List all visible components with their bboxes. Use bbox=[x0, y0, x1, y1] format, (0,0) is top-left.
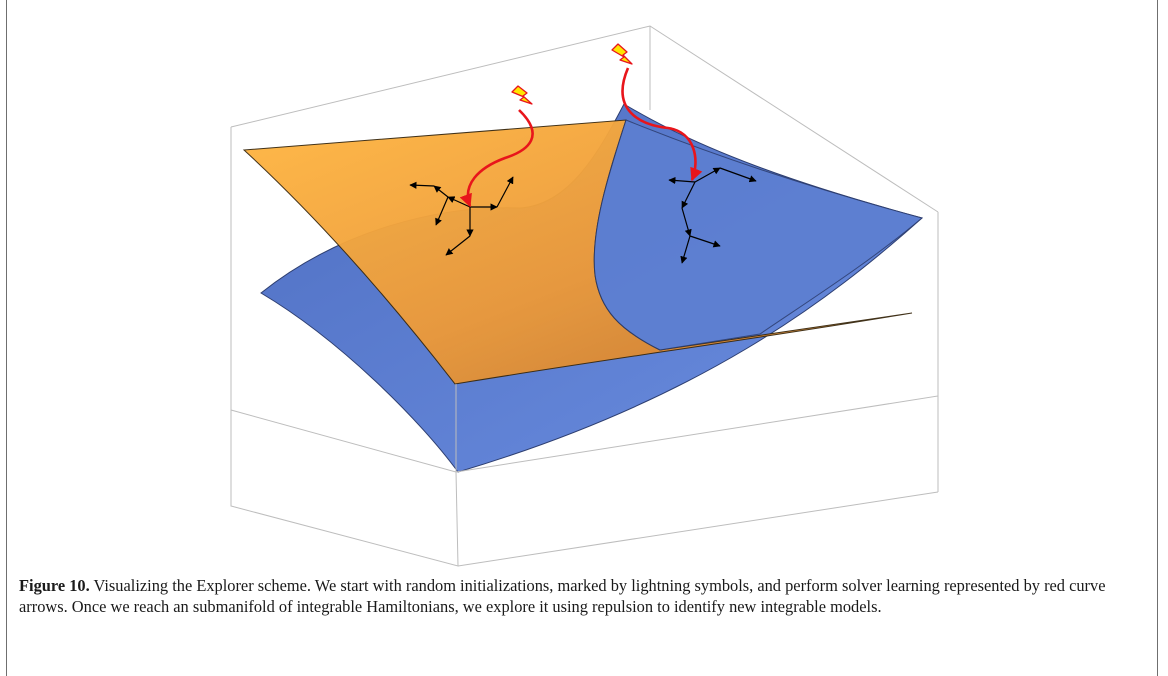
vector-arrow-icon bbox=[681, 207, 692, 237]
lightning-icon bbox=[611, 43, 633, 65]
vector-arrow-icon bbox=[409, 181, 435, 189]
figure-frame bbox=[6, 0, 1158, 676]
bounding-box-front bbox=[230, 212, 939, 567]
bounding-box-back bbox=[230, 25, 939, 410]
caption-label: Figure 10. bbox=[19, 576, 90, 595]
lightning-icon bbox=[511, 85, 533, 105]
vector-arrow-icon bbox=[719, 167, 757, 183]
explorer-scheme-figure bbox=[230, 25, 939, 567]
vector-arrow-icon bbox=[496, 176, 514, 208]
figure-caption: Figure 10. Visualizing the Explorer sche… bbox=[19, 575, 1139, 617]
vector-arrow-icon bbox=[689, 235, 721, 248]
vector-arrow-icon bbox=[435, 196, 449, 226]
curved-arrow-icon bbox=[459, 109, 534, 208]
vector-arrow-icon bbox=[445, 235, 471, 256]
blue-surface-front bbox=[593, 119, 924, 351]
vector-arrow-icon bbox=[433, 185, 449, 198]
vector-arrow-icon bbox=[668, 176, 696, 185]
vector-arrow-icon bbox=[681, 181, 696, 209]
vector-arrow-icon bbox=[680, 235, 691, 264]
curved-arrow-icon bbox=[621, 67, 703, 182]
caption-text: Visualizing the Explorer scheme. We star… bbox=[19, 576, 1106, 616]
